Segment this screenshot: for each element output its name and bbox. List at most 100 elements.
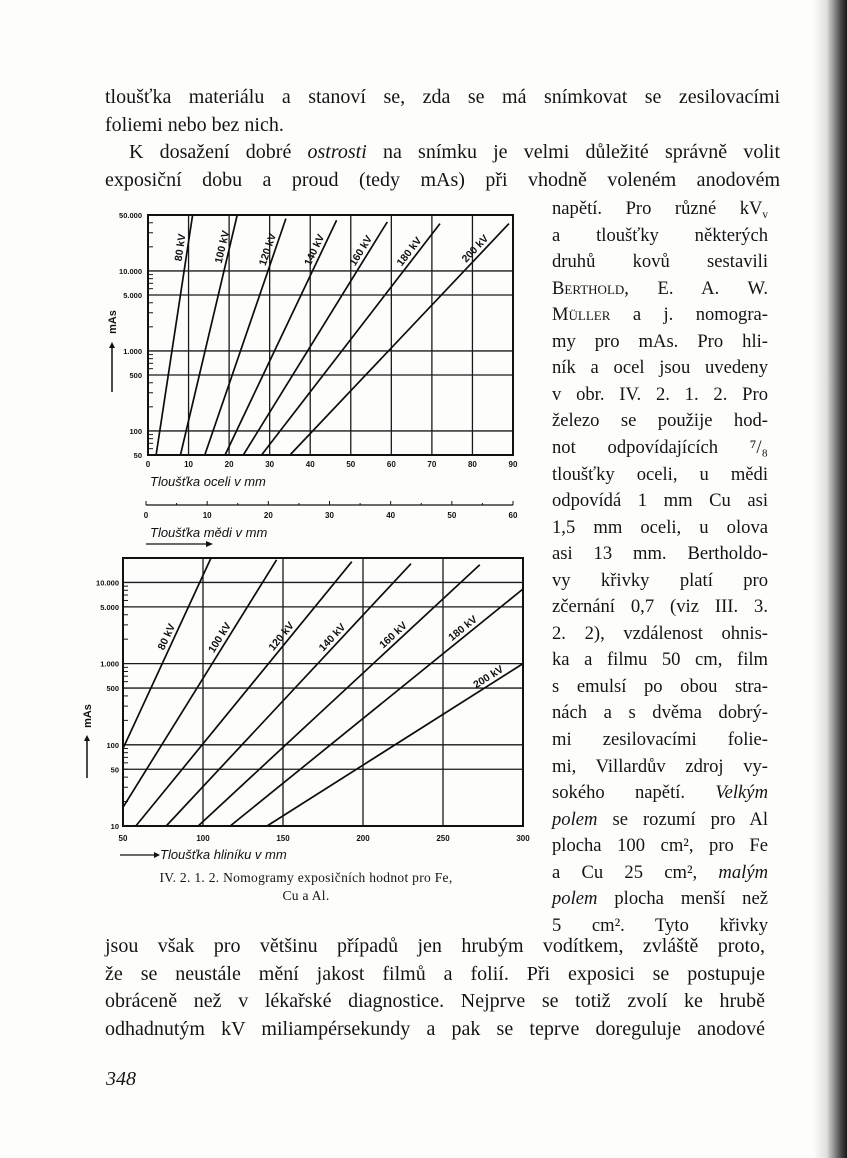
text-line: mi zesilovacími folie- — [552, 727, 768, 753]
text-segment: mi, Villardův zdroj vy- — [552, 755, 768, 777]
text-segment: polem — [552, 888, 598, 910]
y-tick-label: 100 — [129, 427, 142, 436]
text-line: zčernání 0,7 (viz III. 3. — [552, 594, 768, 620]
y-tick-label: 10.000 — [119, 267, 142, 276]
y-tick-label: 50.000 — [119, 211, 142, 220]
text-segment: tloušťka materiálu a stanoví se, zda se … — [105, 86, 780, 108]
y-tick-label: 50 — [134, 451, 142, 460]
text-segment: železo se použije hod- — [552, 410, 768, 432]
y-axis-title: mAs — [107, 310, 119, 334]
text-segment: Müller — [552, 304, 611, 326]
text-segment: plocha 100 cm², pro Fe — [552, 835, 768, 857]
text-segment: ník a ocel jsou uvedeny — [552, 357, 768, 379]
y-tick-label: 500 — [106, 684, 119, 693]
secondary-x-tick-label: 30 — [325, 511, 334, 520]
x-tick-label: 100 — [196, 834, 210, 843]
series-line-180kv — [229, 588, 524, 827]
text-segment: Berthold — [552, 277, 625, 299]
y-tick-label: 500 — [129, 371, 142, 380]
series-line-180kv — [260, 223, 441, 456]
chart-2: 50 100 150 200 250 300 10.000 5.000 1.000 500 100 5… — [82, 557, 530, 862]
chart-1: 0 10 20 30 40 50 60 70 80 90 50.000 10.000 5.000 1.00… — [107, 211, 518, 547]
series-label: 140 kV — [302, 232, 327, 267]
series-line-160kv — [242, 221, 389, 456]
text-segment: tloušťky oceli, u mědi — [552, 463, 768, 485]
x-tick-label: 30 — [265, 460, 274, 469]
x-tick-label: 300 — [516, 834, 530, 843]
text-line: 1,5 mm oceli, u olova — [552, 515, 768, 541]
text-segment: 2. 2), vzdálenost ohnis- — [552, 622, 768, 644]
text-line: Müller a j. nomogra- — [552, 302, 768, 328]
text-line: a tloušťky některých — [552, 223, 768, 249]
series-line-200kv — [289, 223, 510, 456]
x-tick-label: 0 — [146, 460, 151, 469]
text-segment: not odpovídajících ⁷/₈ — [552, 436, 768, 458]
y-tick-label: 10 — [111, 822, 119, 831]
arrowhead-icon — [206, 541, 213, 547]
y-tick-label: 1.000 — [100, 660, 119, 669]
text-line: a Cu 25 cm², malým — [552, 860, 768, 886]
text-segment: a tloušťky některých — [552, 224, 768, 246]
text-segment: , E. A. W. — [624, 277, 768, 299]
arrowhead-icon — [109, 342, 115, 348]
figure-caption-line1: IV. 2. 1. 2. Nomogramy exposičních hodno… — [159, 870, 453, 885]
series-line-120kv — [135, 561, 353, 827]
text-line: obráceně než v lékařské diagnostice. Nej… — [105, 988, 765, 1014]
text-segment: v — [762, 208, 768, 221]
text-line: asi 13 mm. Bertholdo- — [552, 541, 768, 567]
text-segment: že se neustále mění jakost filmů a folií… — [105, 962, 765, 985]
text-segment: a Cu 25 cm², — [552, 861, 719, 883]
text-line: mi, Villardův zdroj vy- — [552, 754, 768, 780]
arrowhead-icon — [84, 735, 90, 741]
text-line: plocha 100 cm², pro Fe — [552, 833, 768, 859]
text-segment: malým — [718, 861, 768, 883]
text-segment: se rozumí pro Al — [597, 808, 768, 830]
text-line: foliemi nebo bez nich. — [105, 112, 780, 138]
y-axis-title: mAs — [82, 704, 94, 728]
text-segment: s emulsí po obou stra- — [552, 675, 768, 697]
series-line-80kv — [122, 557, 212, 749]
y-tick-label: 50 — [111, 765, 119, 774]
text-line: ník a ocel jsou uvedeny — [552, 355, 768, 381]
text-segment: napětí. Pro různé kV — [552, 198, 763, 219]
text-segment: asi 13 mm. Bertholdo- — [552, 543, 768, 565]
text-segment: exposiční dobu a proud (tedy mAs) při vh… — [105, 168, 780, 191]
secondary-x-axis-title: Tloušťka mědi v mm — [150, 525, 267, 540]
series-line-100kv — [122, 559, 278, 808]
text-segment: sokého napětí. — [552, 782, 716, 804]
text-line: odpovídá 1 mm Cu asi — [552, 488, 768, 514]
text-line: 5 cm². Tyto křivky — [552, 913, 768, 939]
x-tick-label: 80 — [468, 460, 477, 469]
text-line: železo se použije hod- — [552, 408, 768, 434]
text-segment: foliemi nebo bez nich. — [105, 113, 284, 136]
x-tick-label: 150 — [276, 834, 290, 843]
text-line: odhadnutým kV miliampérsekundy a pak se … — [105, 1016, 765, 1042]
text-line: vy křivky platí pro — [552, 568, 768, 594]
series-line-120kv — [203, 218, 287, 456]
text-segment: a j. nomogra- — [610, 304, 768, 326]
text-segment: my pro mAs. Pro hli- — [552, 330, 768, 352]
text-line: tloušťky oceli, u mědi — [552, 462, 768, 488]
series-line-80kv — [155, 214, 194, 456]
y-tick-label: 100 — [106, 741, 119, 750]
x-tick-label: 200 — [356, 834, 370, 843]
text-line: K dosažení dobré ostrosti na snímku je v… — [129, 139, 780, 165]
x-tick-label: 10 — [184, 460, 193, 469]
secondary-x-tick-label: 20 — [264, 511, 273, 520]
secondary-x-tick-label: 60 — [509, 511, 518, 520]
text-line: polem se rozumí pro Al — [552, 807, 768, 833]
text-segment: Velkým — [715, 782, 768, 804]
text-line: 2. 2), vzdálenost ohnis- — [552, 621, 768, 647]
x-tick-label: 50 — [119, 834, 128, 843]
text-segment: ka a filmu 50 cm, film — [552, 649, 768, 671]
text-segment: polem — [552, 808, 598, 830]
text-segment: nách a s dvěma dobrý- — [552, 702, 768, 724]
text-segment: odpovídá 1 mm Cu asi — [552, 490, 768, 512]
text-line: jsou však pro většinu případů jen hrubým… — [105, 933, 765, 959]
text-line: druhů kovů sestavili — [552, 249, 768, 275]
series-line-100kv — [179, 214, 239, 456]
y-tick-label: 1.000 — [123, 347, 142, 356]
text-segment: 1,5 mm oceli, u olova — [552, 516, 768, 538]
text-line: my pro mAs. Pro hli- — [552, 329, 768, 355]
text-segment: v obr. IV. 2. 1. 2. Pro — [552, 383, 768, 405]
